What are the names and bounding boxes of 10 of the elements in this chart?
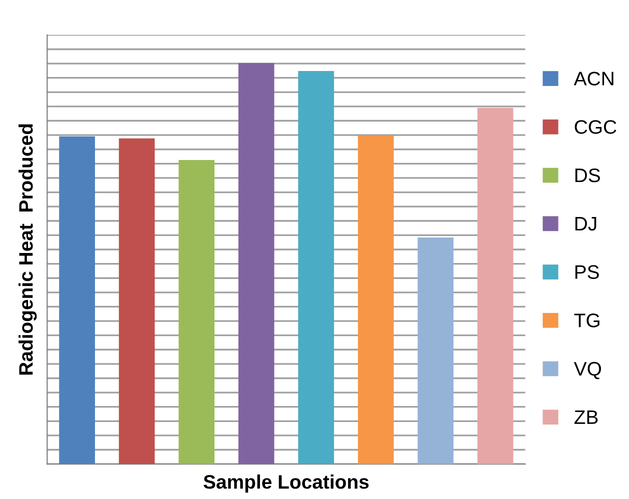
legend-label: ZB	[574, 410, 598, 424]
legend-label: DS	[575, 168, 600, 182]
x-axis-title: Sample Locations	[204, 474, 369, 493]
legend-label: ACN	[574, 72, 614, 86]
y-axis-title: Radiogenic Heat Produced	[18, 124, 37, 375]
legend-label: TG	[574, 314, 600, 328]
legend-label: CGC	[574, 120, 616, 134]
legend-label: PS	[575, 265, 599, 279]
legend-label: VQ	[574, 362, 601, 380]
legend-label: DJ	[575, 217, 596, 231]
